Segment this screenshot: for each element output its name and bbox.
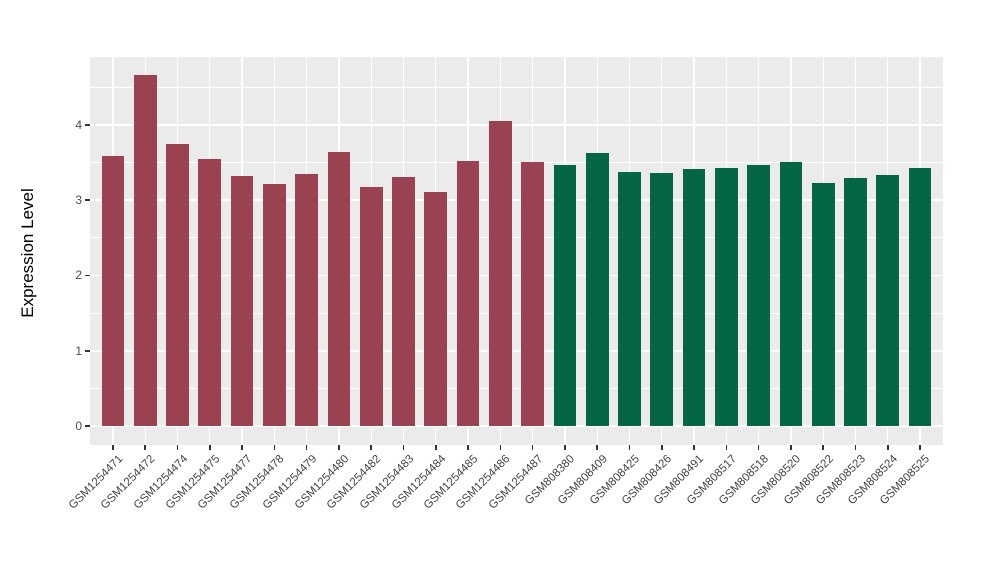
minor-gridline [90,312,943,314]
y-tick-label: 4 [75,117,82,132]
bar-GSM808520 [779,161,803,427]
bar-GSM808517 [715,167,738,427]
x-tick-mark [628,445,631,450]
x-tick-mark [499,445,502,450]
x-tick-mark [144,445,146,450]
bar-GSM808491 [682,169,706,427]
bar-GSM1254472 [133,75,157,427]
y-tick-mark [85,199,90,201]
x-tick-mark [305,445,308,450]
x-tick-mark [854,445,857,450]
x-tick-mark [402,445,405,450]
major-gridline [90,274,943,277]
bar-GSM1254477 [230,176,254,427]
bar-GSM1254480 [327,151,351,427]
minor-gridline [90,86,943,88]
bar-GSM808426 [650,173,674,427]
bar-GSM808524 [876,175,900,427]
x-tick-mark [596,445,598,450]
bar-GSM1254479 [295,173,318,427]
y-tick-mark [85,350,90,352]
major-gridline [90,124,943,126]
y-tick-label: 1 [75,343,82,358]
x-tick-mark [531,445,534,450]
y-axis-title: Expression Level [18,188,37,318]
bar-GSM1254486 [489,121,512,427]
x-tick-mark [467,445,469,450]
y-tick-mark [85,425,90,427]
bar-GSM1254485 [456,160,480,427]
minor-gridline [90,162,943,163]
bar-GSM1254483 [392,176,415,427]
x-tick-mark [273,445,276,450]
x-tick-mark [176,445,179,450]
x-tick-mark [919,445,921,450]
bar-GSM808425 [618,171,641,427]
bar-GSM1254478 [263,184,286,427]
x-tick-mark [693,445,695,450]
y-tick-mark [85,124,90,126]
bar-GSM808409 [585,152,609,427]
x-tick-mark [564,445,566,450]
y-tick-label: 3 [75,193,82,208]
x-axis-label: GSM1254471 [66,453,126,512]
x-tick-mark [241,445,243,450]
major-gridline [90,199,943,201]
x-tick-mark [435,445,437,450]
x-tick-mark [725,445,728,450]
bar-GSM1254484 [424,191,448,427]
x-tick-mark [370,445,372,450]
bar-GSM1254482 [359,187,383,427]
minor-gridline [90,237,943,239]
bar-GSM1254475 [198,158,222,427]
bar-GSM808525 [908,167,932,427]
x-tick-mark [790,445,792,450]
major-gridline [90,350,943,352]
bar-GSM808518 [747,165,770,427]
x-tick-mark [757,445,760,450]
bar-GSM1254471 [101,156,125,427]
y-tick-label: 2 [75,268,82,283]
bar-GSM808380 [553,165,577,427]
bar-GSM1254487 [521,161,544,427]
y-tick-label: 0 [75,419,82,434]
bar-GSM1254474 [166,143,189,427]
x-tick-mark [822,445,824,450]
minor-gridline [90,388,943,389]
x-tick-mark [112,445,114,450]
x-tick-mark [661,445,663,450]
y-tick-mark [85,274,90,277]
x-tick-mark [887,445,889,450]
x-tick-mark [209,445,211,450]
bar-GSM808523 [844,178,867,427]
plot-panel [90,57,943,445]
bar-GSM808522 [811,182,835,427]
major-gridline [90,425,943,427]
x-tick-mark [338,445,340,450]
